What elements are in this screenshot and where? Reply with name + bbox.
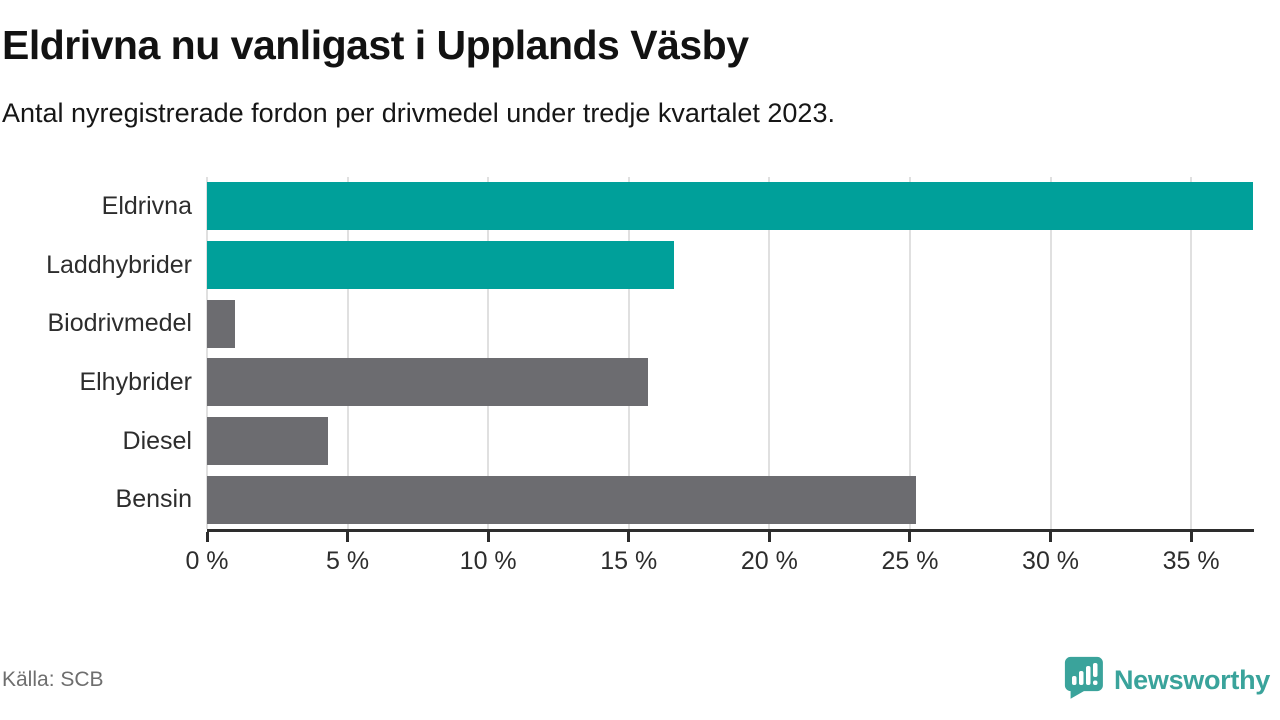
x-axis-tick-labels: 0 % 5 % 10 % 15 % 20 % 25 % 30 % 35 % [185,547,1253,577]
bar-row [207,470,1253,529]
brand-name: Newsworthy [1113,665,1270,695]
tick-label: 10 % [459,547,517,575]
tick-label: 5 % [326,547,370,575]
tick-label: 25 % [881,547,939,575]
x-axis-ticks [205,532,1253,544]
category-label: Diesel [122,426,192,455]
gridline [487,177,490,529]
tick-mark [908,532,912,542]
bar-bensin [207,475,916,524]
tick-label: 35 % [1162,547,1220,575]
bar-eldrivna [207,182,1253,231]
tick-mark [1049,532,1053,542]
tick-label: 0 % [185,547,229,575]
category-label: Biodrivmedel [47,309,192,338]
category-label: Eldrivna [101,191,192,220]
bar-rows [207,177,1253,529]
category-label: Laddhybrider [46,250,192,279]
bar-elhybrider [207,358,649,407]
bar-laddhybrider [207,241,674,289]
gridline [206,177,208,529]
plot-area [206,177,1253,529]
category-label: Elhybrider [79,367,192,396]
gridline [1190,177,1193,529]
chart-subtitle: Antal nyregistrerade fordon per drivmede… [2,98,835,128]
gridline [627,177,630,529]
bar-row [207,177,1253,236]
bar-biodrivmedel [207,299,236,348]
tick-mark [1189,532,1193,542]
tick-mark [486,532,490,542]
bar-diesel [207,417,328,466]
tick-mark [627,532,631,542]
chart-title: Eldrivna nu vanligast i Upplands Väsby [2,22,749,68]
gridline [346,177,349,529]
source-attribution: Källa: SCB [2,668,104,691]
tick-label: 20 % [740,547,798,575]
tick-label: 30 % [1022,547,1080,575]
gridline [768,177,771,529]
gridline [1049,177,1052,529]
bar-row [207,412,1253,471]
newsworthy-icon [1063,655,1105,706]
gridline [908,177,911,529]
category-axis-labels: Eldrivna Laddhybrider Biodrivmedel Elhybrid… [0,177,192,529]
bar-row [207,236,1253,295]
brand-logo: Newsworthy [1063,655,1270,706]
category-label: Bensin [115,485,192,514]
x-axis-line [207,529,1254,532]
tick-mark [205,532,209,542]
tick-label: 15 % [600,547,658,575]
tick-mark [767,532,771,542]
bar-row [207,294,1253,353]
tick-mark [346,532,350,542]
bar-row [207,353,1253,412]
